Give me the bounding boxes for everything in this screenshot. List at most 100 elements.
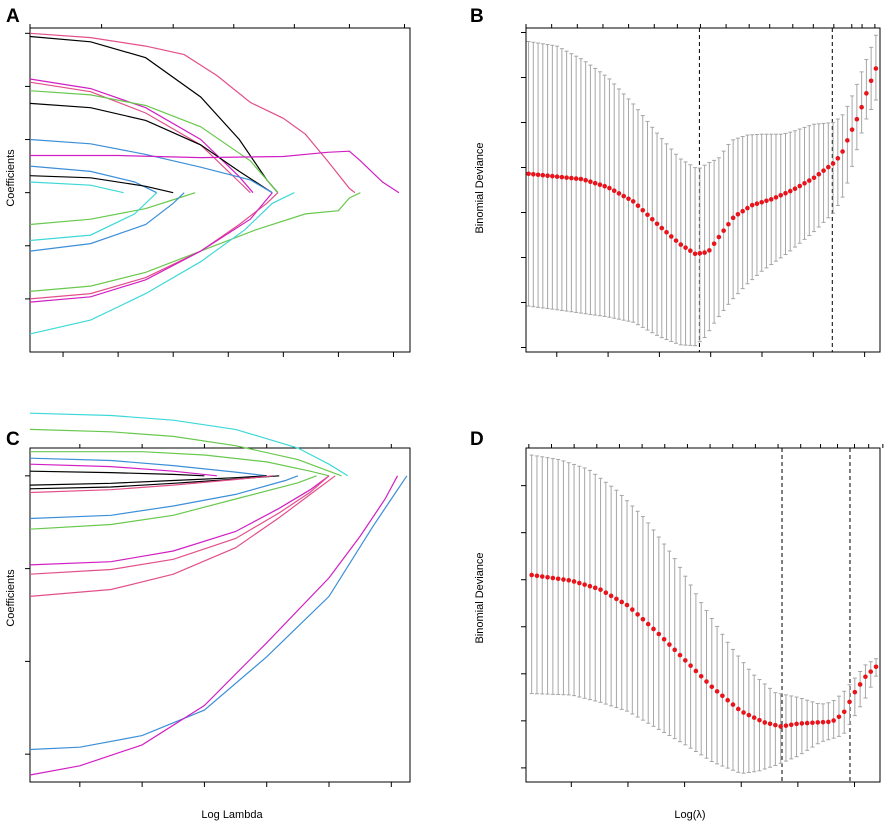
panel-b-deviance-point (745, 205, 750, 211)
panel-a-coef-line-16 (29, 81, 251, 194)
panel-b-deviance-point (749, 202, 755, 208)
panel-d-deviance-point (592, 585, 598, 591)
panel-b-deviance-point (826, 164, 831, 170)
panel-d-deviance-point (603, 590, 609, 596)
panel-b-deviance-point (573, 176, 579, 181)
panel-d-deviance-point (688, 663, 693, 668)
panel-c-coef-line-16 (29, 475, 399, 776)
panel-a-coef-line-1 (29, 175, 174, 194)
panel-d-deviance-point (767, 721, 773, 727)
panel-d-deviance-point (831, 718, 836, 723)
panel-d-deviance-point (810, 720, 815, 726)
panel-a-coef-line-19 (29, 192, 361, 292)
panel-d-deviance-point (751, 715, 757, 720)
panel-b-deviance-point (768, 197, 774, 202)
panel-d-deviance-point (857, 682, 863, 687)
panel-b-deviance-point (621, 193, 627, 199)
panel-d: D Binomial Deviance Log(λ) (470, 429, 884, 821)
panel-d-deviance-point (820, 719, 826, 725)
panel-b-deviance-point (864, 91, 869, 96)
panel-d-deviance-point (735, 706, 741, 712)
panel-d-deviance-point (571, 579, 577, 584)
panel-d-xlabel: Log(λ) (674, 809, 705, 821)
panel-d-deviance-point (725, 697, 730, 703)
panel-d-deviance-point (704, 679, 709, 684)
panel-b-deviance-point (792, 186, 798, 192)
panel-b-deviance-point (740, 208, 745, 214)
panel-b-deviance-point (778, 192, 784, 198)
panel-c-coef-line-12 (29, 475, 330, 566)
panel-b-deviance-point (735, 212, 741, 217)
panel-d-deviance-point (577, 580, 582, 586)
panel-d-deviance-point (868, 669, 874, 674)
panel-b-deviance-point (688, 248, 693, 254)
panel-b-deviance-point (583, 177, 588, 183)
panel-d-deviance-point (714, 689, 720, 694)
panel-d-deviance-point (757, 717, 762, 723)
panel-b-deviance-point (702, 250, 707, 255)
panel-b-deviance-point (550, 173, 555, 179)
panel-b-deviance-point (635, 203, 641, 209)
panel-b-deviance-point (531, 171, 536, 177)
panel-d-deviance-point (762, 720, 768, 725)
panel-a-coef-line-5 (29, 192, 295, 335)
panel-c-coef-line-8 (29, 475, 330, 575)
panel-a-coef-line-10 (29, 192, 185, 252)
panel-b-deviance-point (707, 248, 712, 253)
panel-b-deviance-point (578, 176, 584, 182)
panel-b-deviance-point (697, 250, 703, 256)
panel-d-deviance-point (730, 702, 736, 707)
panel-d-deviance-point (693, 668, 699, 674)
panel-a-coef-line-4 (29, 138, 273, 194)
panel-d-deviance-point (529, 572, 534, 578)
panel-c: C Coefficients Log Lambda (5, 412, 411, 821)
panel-d-deviance-point (624, 602, 630, 608)
panel-d-deviance-point (582, 582, 587, 587)
panel-b-deviance-point (859, 104, 864, 110)
panel-b-deviance-point (526, 171, 531, 177)
panel-b: B Binomial Deviance (470, 6, 881, 357)
panel-b-deviance-point (835, 156, 841, 161)
panel-a: A Coefficients (5, 6, 411, 357)
panel-d-deviance-point (847, 699, 852, 705)
panel-b-deviance-point (611, 188, 617, 194)
panel-c-coef-line-13 (29, 463, 217, 477)
panel-b-deviance-point (873, 66, 879, 71)
panel-b-deviance-point (626, 196, 631, 202)
panel-b-deviance-point (659, 225, 665, 231)
panel-a-coef-line-8 (29, 192, 273, 303)
panel-b-deviance-point (616, 191, 622, 196)
panel-b-deviance-point (806, 178, 812, 183)
panel-c-coef-line-2 (29, 475, 267, 486)
panel-b-deviance-point (564, 175, 569, 180)
panel-b-deviance-point (754, 201, 760, 207)
panel-d-deviance-point (836, 714, 842, 720)
panel-b-deviance-point (678, 242, 684, 247)
panel-d-deviance-point (746, 712, 752, 718)
panel-c-coef-line-4 (29, 475, 299, 520)
panel-b-deviance-point (664, 229, 669, 235)
panel-b-deviance-point (840, 149, 845, 154)
panel-b-deviance-point (797, 183, 803, 189)
panel-c-coef-line-17 (29, 457, 267, 477)
panel-a-coef-line-15 (29, 165, 157, 194)
panel-d-deviance-point (794, 721, 799, 727)
panel-a-coef-line-2 (29, 192, 279, 300)
panel-d-deviance-point (741, 710, 746, 715)
panel-d-ylabel: Binomial Deviance (474, 552, 486, 643)
panel-c-coef-line-5 (29, 475, 274, 494)
panel-d-deviance-point (773, 722, 778, 728)
panel-d-deviance-point (826, 719, 831, 725)
panel-c-ylabel: Coefficients (5, 569, 17, 627)
panel-label-a: A (6, 6, 20, 27)
panel-label-d: D (470, 429, 484, 450)
panel-d-deviance-point (614, 596, 619, 602)
panel-a-coef-line-3 (29, 192, 196, 226)
panel-b-deviance-point (849, 127, 855, 132)
panel-c-coef-line-3 (29, 475, 317, 530)
panel-b-deviance-point (673, 238, 679, 243)
panel-d-deviance-point (534, 573, 540, 579)
panel-b-deviance-point (711, 241, 717, 246)
panel-b-deviance-point (759, 199, 765, 205)
